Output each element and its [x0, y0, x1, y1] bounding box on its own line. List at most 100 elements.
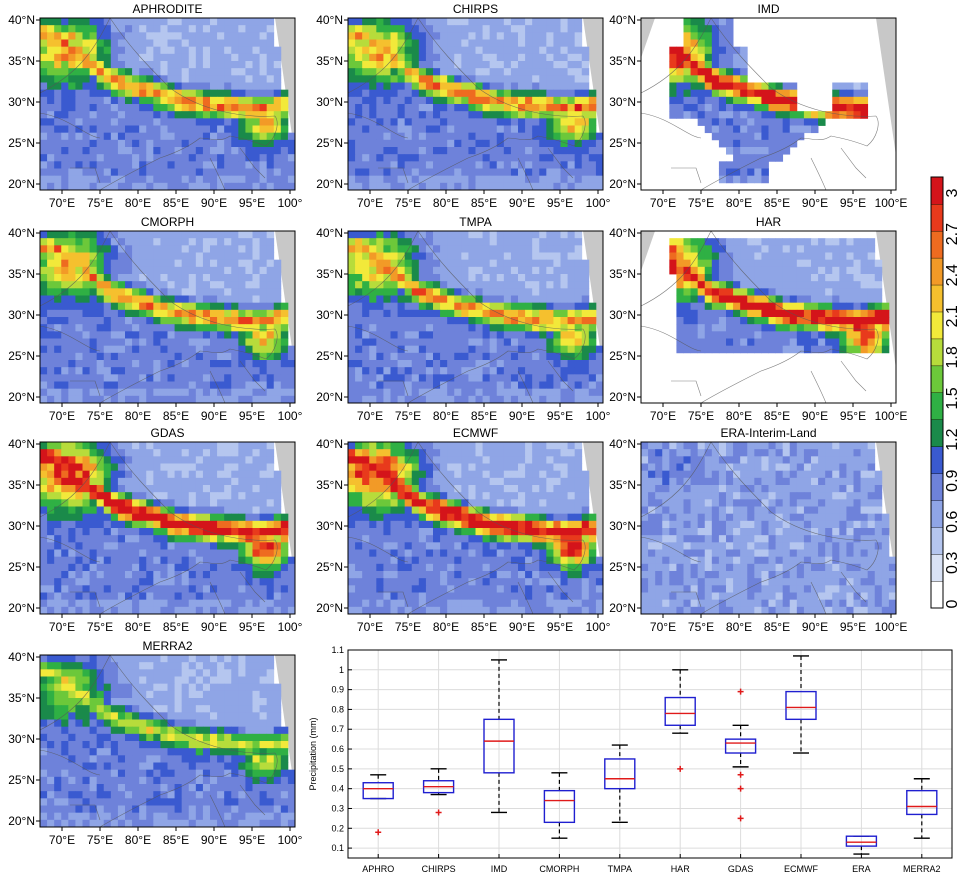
map-cell [560, 161, 568, 169]
map-cell [475, 245, 483, 253]
map-cell [96, 53, 105, 62]
map-cell [546, 231, 554, 239]
map-cell [40, 520, 48, 529]
map-cell [210, 25, 218, 33]
map-cell [348, 118, 356, 126]
map-cell [482, 367, 491, 375]
map-cell [217, 367, 225, 375]
map-cell [96, 118, 105, 126]
map-cell [362, 281, 370, 289]
map-cell [146, 556, 154, 565]
map-cell [362, 111, 370, 119]
map-cell [539, 360, 547, 368]
map-cell [782, 111, 791, 119]
map-cell [89, 231, 98, 239]
map-cell [68, 542, 76, 550]
map-cell [210, 96, 218, 105]
map-cell [397, 175, 406, 184]
map-cell [224, 68, 232, 76]
map-cell [683, 324, 691, 332]
map-cell [553, 274, 561, 282]
map-cell [503, 317, 512, 325]
map-cell [202, 571, 211, 579]
map-cell [188, 317, 197, 325]
map-cell [581, 46, 590, 55]
map-cell [110, 535, 119, 543]
map-cell [475, 46, 483, 55]
map-cell [832, 281, 840, 289]
map-cell [167, 463, 175, 472]
map-cell [711, 75, 720, 83]
map-cell [202, 32, 211, 40]
map-cell [266, 25, 275, 33]
map-cell [510, 317, 519, 325]
map-cell [96, 470, 105, 479]
map-cell [411, 309, 420, 318]
map-cell [560, 245, 568, 253]
map-cell [146, 374, 154, 382]
map-cell [704, 18, 713, 26]
map-cell [411, 75, 420, 83]
map-cell [390, 288, 398, 296]
map-cell [546, 182, 554, 190]
map-cell [224, 96, 232, 105]
map-cell [475, 18, 483, 26]
map-cell [89, 324, 98, 332]
map-cell [61, 585, 69, 593]
map-cell [174, 274, 183, 282]
map-cell [503, 118, 512, 126]
map-frame [347, 17, 604, 191]
map-cell [238, 549, 246, 558]
map-cell [874, 295, 883, 304]
lon-tick-label: 80°E [726, 196, 752, 210]
map-cell [125, 266, 133, 275]
map-cell [174, 118, 183, 126]
map-cell [68, 104, 76, 112]
map-cell [195, 324, 204, 332]
map-cell [518, 25, 526, 33]
map-cell [853, 259, 861, 268]
map-cell [40, 360, 48, 368]
map-cell [846, 96, 854, 105]
map-cell [574, 132, 583, 141]
map-cell [362, 252, 370, 261]
map-cell [468, 352, 476, 361]
map-cell [588, 132, 597, 141]
map-cell [47, 520, 55, 529]
lon-tick-label: 70°E [49, 409, 75, 423]
map-cell [740, 288, 748, 296]
map-cell [103, 68, 112, 76]
map-cell [160, 345, 168, 354]
map-cell [532, 89, 540, 98]
map-cell [588, 175, 597, 184]
map-cell [489, 309, 498, 318]
map-cell [740, 61, 748, 69]
map-cell [167, 245, 175, 253]
map-cell [818, 317, 826, 325]
map-cell [718, 96, 727, 105]
map-cell [146, 111, 154, 119]
map-cell [217, 309, 225, 318]
map-cell [160, 295, 168, 304]
map-cell [259, 111, 268, 119]
map-cell [160, 118, 168, 126]
map-cell [217, 53, 225, 62]
map-cell [711, 104, 720, 112]
map-cell [811, 309, 819, 318]
map-cell [404, 324, 413, 332]
map-cell [132, 456, 140, 464]
map-cell [181, 46, 190, 55]
map-cell [252, 317, 260, 325]
map-cell [117, 578, 126, 586]
map-cell [195, 75, 204, 83]
map-cell [202, 118, 211, 126]
map-cell [82, 549, 90, 558]
map-cell [181, 161, 190, 169]
map-cell [188, 18, 197, 26]
map-cell [539, 274, 547, 282]
map-cell [475, 168, 483, 177]
map-cell [195, 352, 204, 361]
map-cell [740, 89, 748, 98]
map-cell [489, 82, 498, 91]
map-cell [383, 125, 391, 134]
